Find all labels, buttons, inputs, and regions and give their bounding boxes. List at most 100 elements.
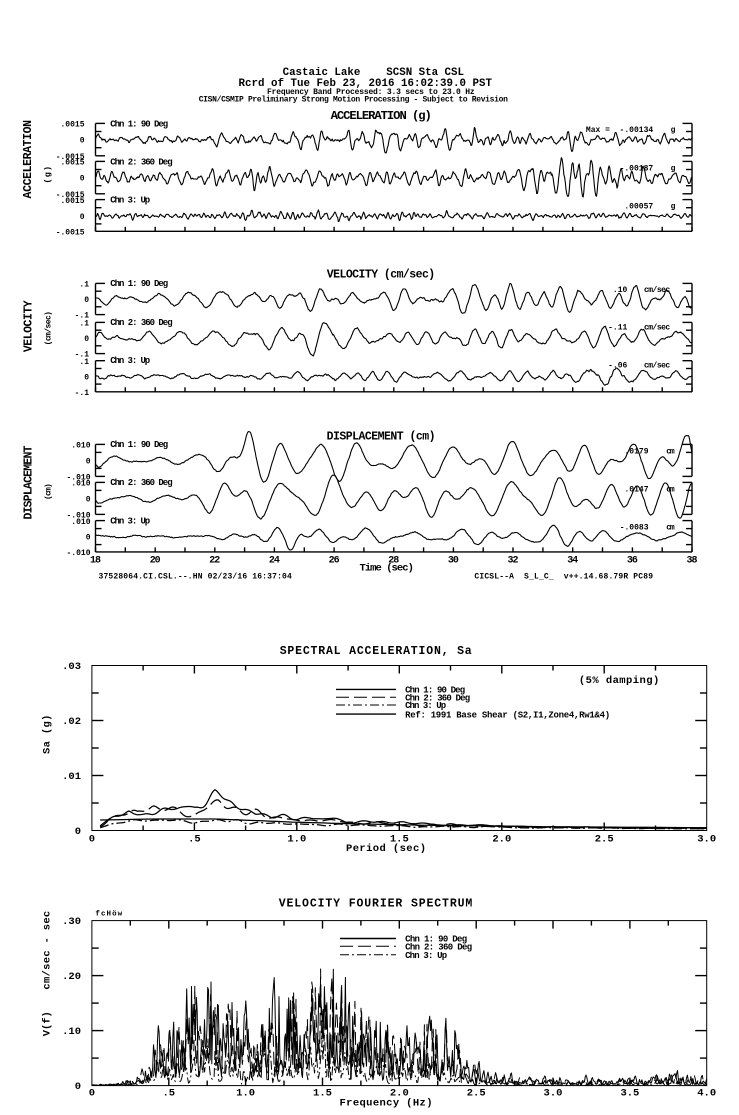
svg-text:Rcrd of Tue Feb 23, 2016 16:02: Rcrd of Tue Feb 23, 2016 16:02:39.0 PST xyxy=(239,78,493,90)
svg-text:CICSL--A S_L_C_ v++.14.68.79: CICSL--A S_L_C_ v++.14.68.79R PC89 xyxy=(474,573,653,582)
svg-text:Chn 2: 360 Deg: Chn 2: 360 Deg xyxy=(110,318,172,328)
svg-text:Chn 2: 360 Deg: Chn 2: 360 Deg xyxy=(405,943,472,953)
svg-text:.5: .5 xyxy=(162,1088,175,1100)
svg-text:.0147: .0147 xyxy=(624,485,648,494)
svg-text:Max = -.00134: Max = -.00134 xyxy=(586,126,653,135)
svg-text:Chn 3: Up: Chn 3: Up xyxy=(110,196,150,206)
svg-text:-.0015: -.0015 xyxy=(56,191,85,200)
svg-text:VELOCITY FOURIER SPECTRUM: VELOCITY FOURIER SPECTRUM xyxy=(279,897,473,910)
svg-text:Chn 2: 360 Deg: Chn 2: 360 Deg xyxy=(110,157,172,167)
svg-text:-.010: -.010 xyxy=(66,549,90,558)
svg-text:.30: .30 xyxy=(62,916,81,928)
svg-text:Ref: 1991 Base Shear (S2,I1,Zo: Ref: 1991 Base Shear (S2,I1,Zone4,Rw1&4) xyxy=(405,710,610,720)
svg-text:1.0: 1.0 xyxy=(236,1088,255,1100)
svg-text:g: g xyxy=(671,126,676,135)
svg-text:32: 32 xyxy=(508,555,519,566)
svg-text:0: 0 xyxy=(86,495,91,504)
svg-text:-.0015: -.0015 xyxy=(56,153,85,162)
svg-text:Chn 1: 90 Deg: Chn 1: 90 Deg xyxy=(405,935,467,945)
svg-text:.01: .01 xyxy=(62,771,81,783)
svg-text:20: 20 xyxy=(150,555,161,566)
svg-text:(g): (g) xyxy=(43,166,53,184)
svg-text:.10: .10 xyxy=(613,286,628,295)
svg-text:-.1: -.1 xyxy=(75,351,90,360)
svg-text:0: 0 xyxy=(80,137,85,146)
svg-text:-.1: -.1 xyxy=(75,312,90,321)
svg-text:g: g xyxy=(671,164,676,173)
svg-text:-.0015: -.0015 xyxy=(56,228,85,237)
svg-text:cm/sec - sec: cm/sec - sec xyxy=(42,911,54,990)
svg-text:26: 26 xyxy=(329,555,340,566)
svg-text:.10: .10 xyxy=(62,1026,81,1038)
svg-text:.1: .1 xyxy=(79,320,89,329)
svg-text:Chn 1: 90 Deg: Chn 1: 90 Deg xyxy=(405,686,465,696)
svg-text:ACCELERATION (g): ACCELERATION (g) xyxy=(331,109,432,123)
svg-text:CISN/CSMIP Preliminary Strong: CISN/CSMIP Preliminary Strong Motion Pro… xyxy=(199,96,508,105)
svg-text:0: 0 xyxy=(84,373,89,382)
svg-text:Chn 2: 360 Deg: Chn 2: 360 Deg xyxy=(405,693,470,703)
svg-text:.1: .1 xyxy=(79,281,89,290)
svg-text:(cm): (cm) xyxy=(44,483,53,500)
svg-text:Chn 3: Up: Chn 3: Up xyxy=(405,701,446,711)
svg-text:.010: .010 xyxy=(71,442,90,451)
svg-text:Chn 1: 90 Deg: Chn 1: 90 Deg xyxy=(110,119,168,129)
svg-text:Frequency (Hz): Frequency (Hz) xyxy=(340,1097,433,1109)
svg-text:-.1: -.1 xyxy=(75,389,90,398)
svg-text:SPECTRAL ACCELERATION, Sa: SPECTRAL ACCELERATION, Sa xyxy=(280,645,472,658)
svg-text:0: 0 xyxy=(80,213,85,222)
svg-text:cm: cm xyxy=(666,524,675,533)
svg-text:-.11: -.11 xyxy=(608,323,627,332)
svg-text:cm/sec: cm/sec xyxy=(644,362,670,371)
svg-text:1.0: 1.0 xyxy=(287,833,306,845)
svg-text:38: 38 xyxy=(687,555,698,566)
svg-text:4.0: 4.0 xyxy=(697,1088,716,1100)
svg-text:Chn 3: Up: Chn 3: Up xyxy=(110,516,150,526)
svg-text:Time (sec): Time (sec) xyxy=(360,563,414,575)
svg-text:28: 28 xyxy=(388,555,399,566)
svg-text:.1: .1 xyxy=(79,358,89,367)
svg-text:2.5: 2.5 xyxy=(595,833,614,845)
svg-text:3.0: 3.0 xyxy=(544,1088,563,1100)
svg-text:.02: .02 xyxy=(62,716,81,728)
svg-text:Chn 3: Up: Chn 3: Up xyxy=(110,356,150,366)
svg-text:cm/sec: cm/sec xyxy=(644,323,670,332)
svg-text:.0015: .0015 xyxy=(60,197,84,206)
svg-text:.00057: .00057 xyxy=(624,203,653,212)
svg-text:3.0: 3.0 xyxy=(697,833,716,845)
svg-text:0: 0 xyxy=(80,175,85,184)
svg-text:18: 18 xyxy=(90,555,101,566)
svg-text:.010: .010 xyxy=(71,480,90,489)
svg-text:-.06: -.06 xyxy=(608,362,627,371)
svg-text:-.010: -.010 xyxy=(66,511,90,520)
svg-text:2.0: 2.0 xyxy=(390,1088,409,1100)
svg-text:0: 0 xyxy=(75,1081,81,1093)
svg-text:Sa (g): Sa (g) xyxy=(42,715,54,754)
svg-text:ACCELERATION: ACCELERATION xyxy=(22,120,35,199)
svg-text:(cm/sec): (cm/sec) xyxy=(44,311,53,345)
svg-text:Frequency Band Processed: 3.3: Frequency Band Processed: 3.3 secs to 23… xyxy=(267,88,475,97)
svg-text:0: 0 xyxy=(84,335,89,344)
svg-text:Chn 2: 360 Deg: Chn 2: 360 Deg xyxy=(110,478,172,488)
svg-text:DISPLACEMENT: DISPLACEMENT xyxy=(23,445,36,519)
svg-text:0: 0 xyxy=(89,833,95,845)
svg-text:30: 30 xyxy=(448,555,459,566)
svg-text:.0015: .0015 xyxy=(60,159,84,168)
svg-text:cm: cm xyxy=(666,485,675,494)
svg-text:0: 0 xyxy=(84,296,89,305)
svg-text:-.0083: -.0083 xyxy=(620,524,649,533)
svg-text:.20: .20 xyxy=(62,971,81,983)
svg-text:cm/sec: cm/sec xyxy=(644,286,670,295)
svg-text:2.5: 2.5 xyxy=(467,1088,486,1100)
svg-text:VELOCITY (cm/sec): VELOCITY (cm/sec) xyxy=(327,268,435,281)
svg-text:.5: .5 xyxy=(188,833,201,845)
svg-text:.0015: .0015 xyxy=(60,121,84,130)
svg-text:36: 36 xyxy=(627,555,638,566)
svg-text:0: 0 xyxy=(89,1088,95,1100)
svg-text:0: 0 xyxy=(75,826,81,838)
svg-text:2.0: 2.0 xyxy=(492,833,511,845)
svg-text:3.5: 3.5 xyxy=(620,1088,639,1100)
svg-text:0: 0 xyxy=(86,534,91,543)
svg-text:Chn 1: 90 Deg: Chn 1: 90 Deg xyxy=(110,440,168,450)
svg-text:Period (sec): Period (sec) xyxy=(346,843,426,855)
svg-text:24: 24 xyxy=(269,555,280,566)
